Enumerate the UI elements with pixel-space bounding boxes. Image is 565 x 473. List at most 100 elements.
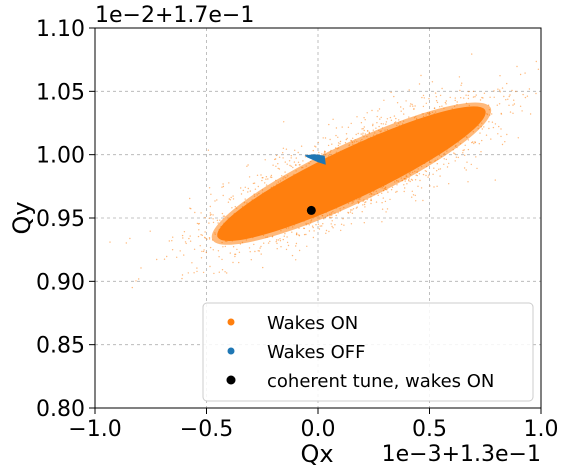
wakes-on-point bbox=[472, 90, 475, 93]
wakes-on-point bbox=[185, 242, 187, 245]
wakes-on-point bbox=[345, 138, 347, 141]
wakes-on-point bbox=[355, 207, 358, 209]
y-tick-label: 0.80 bbox=[36, 397, 85, 422]
wakes-on-point bbox=[558, 72, 559, 73]
wakes-on-point bbox=[360, 122, 363, 124]
wakes-on-point bbox=[308, 224, 310, 226]
wakes-on-point bbox=[156, 258, 158, 261]
wakes-on-point bbox=[443, 158, 445, 160]
wakes-on-point bbox=[524, 72, 526, 74]
wakes-on-point bbox=[478, 143, 480, 145]
wakes-on-point bbox=[376, 122, 378, 124]
wakes-on-point bbox=[372, 123, 374, 126]
wakes-on-point bbox=[179, 250, 181, 252]
wakes-on-point bbox=[149, 230, 151, 232]
wakes-on-point bbox=[208, 222, 210, 224]
wakes-on-point bbox=[287, 244, 290, 247]
wakes-on-point bbox=[276, 248, 278, 250]
wakes-on-point bbox=[439, 94, 442, 97]
wakes-on-point bbox=[260, 253, 262, 255]
wakes-on-point bbox=[479, 132, 481, 134]
wakes-on-point bbox=[356, 206, 358, 208]
wakes-on-point bbox=[248, 247, 251, 249]
wakes-on-point bbox=[171, 249, 174, 251]
wakes-on-point bbox=[314, 145, 316, 147]
wakes-on-point bbox=[434, 92, 437, 94]
wakes-on-point bbox=[275, 241, 277, 243]
wakes-on-point bbox=[415, 200, 417, 202]
wakes-on-point bbox=[189, 207, 191, 209]
wakes-on-point bbox=[229, 199, 232, 201]
wakes-on-point bbox=[549, 92, 550, 93]
wakes-on-point bbox=[507, 98, 509, 101]
wakes-on-point bbox=[466, 161, 468, 163]
wakes-on-point bbox=[433, 167, 435, 169]
wakes-on-point bbox=[457, 156, 459, 159]
wakes-on-point bbox=[209, 214, 212, 216]
wakes-on-point bbox=[403, 113, 405, 115]
wakes-on-point bbox=[318, 228, 321, 230]
wakes-on-point bbox=[474, 141, 476, 143]
wakes-on-point bbox=[497, 133, 499, 135]
wakes-on-point bbox=[340, 229, 342, 232]
wakes-on-point bbox=[313, 230, 315, 232]
wakes-on-point bbox=[362, 134, 364, 136]
wakes-on-point bbox=[368, 131, 370, 133]
wakes-on-point bbox=[499, 89, 501, 91]
wakes-on-point bbox=[303, 233, 306, 236]
wakes-on-point bbox=[168, 240, 170, 242]
wakes-on-point bbox=[279, 238, 281, 240]
wakes-on-point bbox=[238, 251, 241, 253]
wakes-on-point bbox=[480, 151, 482, 153]
wakes-on-point bbox=[403, 184, 405, 186]
wakes-on-point bbox=[444, 101, 447, 104]
wakes-on-point bbox=[209, 205, 211, 208]
wakes-on-point bbox=[232, 198, 235, 200]
wakes-on-point bbox=[278, 168, 281, 170]
wakes-on-point bbox=[491, 121, 494, 123]
wakes-on-point bbox=[222, 194, 224, 197]
wakes-on-point bbox=[347, 211, 349, 214]
wakes-on-point bbox=[393, 115, 396, 117]
wakes-on-point bbox=[363, 129, 365, 132]
wakes-on-point bbox=[298, 234, 300, 236]
wakes-on-point bbox=[327, 144, 330, 147]
wakes-on-point bbox=[340, 223, 343, 225]
wakes-on-point bbox=[499, 91, 501, 93]
wakes-on-point bbox=[448, 162, 450, 165]
wakes-on-point bbox=[494, 179, 496, 181]
wakes-on-point bbox=[453, 152, 455, 154]
wakes-on-point bbox=[256, 174, 259, 176]
wakes-on-point bbox=[236, 248, 238, 251]
wakes-on-point bbox=[383, 99, 385, 102]
wakes-on-point bbox=[433, 107, 436, 109]
wakes-on-point bbox=[218, 271, 220, 273]
wakes-on-point bbox=[331, 216, 333, 219]
wakes-on-point bbox=[503, 95, 505, 98]
wakes-on-point bbox=[205, 251, 207, 254]
wakes-on-point bbox=[171, 240, 173, 242]
wakes-on-point bbox=[295, 157, 297, 159]
wakes-on-point bbox=[334, 224, 336, 226]
wakes-on-point bbox=[218, 256, 220, 258]
x-tick-label: 1.0 bbox=[524, 417, 559, 442]
wakes-on-point bbox=[391, 186, 394, 188]
wakes-on-point bbox=[187, 272, 189, 274]
wakes-on-point bbox=[408, 177, 410, 179]
wakes-on-point bbox=[265, 178, 267, 180]
wakes-on-point bbox=[441, 105, 443, 107]
wakes-on-point bbox=[417, 185, 419, 187]
wakes-on-point bbox=[411, 103, 413, 106]
wakes-on-point bbox=[343, 224, 345, 226]
wakes-on-point bbox=[209, 212, 211, 214]
wakes-on-point bbox=[321, 225, 323, 227]
wakes-on-point bbox=[339, 143, 341, 145]
wakes-on-point bbox=[500, 128, 502, 130]
wakes-on-point bbox=[382, 197, 384, 199]
wakes-on-point bbox=[432, 173, 434, 175]
wakes-on-point bbox=[378, 125, 380, 128]
wakes-on-point bbox=[422, 94, 425, 97]
wakes-on-point bbox=[446, 166, 449, 168]
wakes-on-point bbox=[272, 164, 274, 166]
wakes-on-point bbox=[217, 222, 219, 224]
